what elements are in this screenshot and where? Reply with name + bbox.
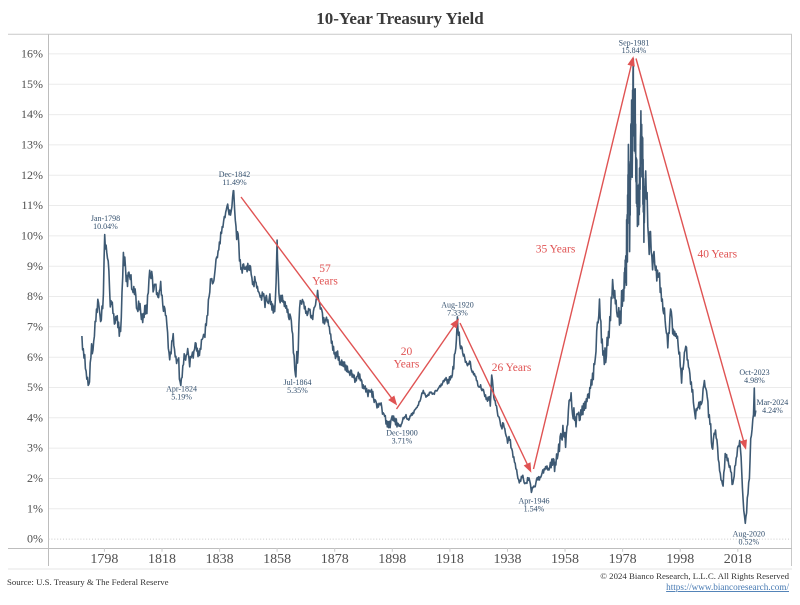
svg-text:10%: 10% bbox=[21, 229, 43, 243]
svg-text:Apr-1946: Apr-1946 bbox=[519, 497, 550, 506]
svg-text:35 Years: 35 Years bbox=[536, 244, 576, 256]
svg-text:1898: 1898 bbox=[378, 552, 406, 567]
svg-text:1.54%: 1.54% bbox=[524, 504, 545, 513]
svg-text:https://www.biancoresearch.com: https://www.biancoresearch.com/ bbox=[666, 582, 789, 592]
svg-text:3%: 3% bbox=[27, 441, 43, 455]
svg-text:© 2024 Bianco Research, L.L.C.: © 2024 Bianco Research, L.L.C. All Right… bbox=[600, 571, 789, 581]
svg-text:40 Years: 40 Years bbox=[697, 249, 737, 261]
svg-text:Aug-2020: Aug-2020 bbox=[733, 530, 765, 539]
svg-text:7.33%: 7.33% bbox=[447, 308, 468, 317]
svg-text:Dec-1842: Dec-1842 bbox=[219, 170, 251, 179]
svg-text:11.49%: 11.49% bbox=[222, 178, 247, 187]
svg-text:1798: 1798 bbox=[90, 552, 118, 567]
svg-text:15.84%: 15.84% bbox=[622, 46, 647, 55]
svg-text:5.19%: 5.19% bbox=[171, 392, 192, 401]
svg-text:12%: 12% bbox=[21, 168, 43, 182]
svg-text:Mar-2024: Mar-2024 bbox=[756, 398, 788, 407]
svg-text:26 Years: 26 Years bbox=[492, 362, 532, 374]
svg-text:2018: 2018 bbox=[724, 552, 752, 567]
svg-text:15%: 15% bbox=[21, 77, 43, 91]
svg-text:1818: 1818 bbox=[148, 552, 176, 567]
svg-text:1918: 1918 bbox=[436, 552, 464, 567]
svg-text:57: 57 bbox=[319, 263, 331, 275]
svg-text:1838: 1838 bbox=[206, 552, 234, 567]
svg-text:1%: 1% bbox=[27, 501, 43, 515]
svg-text:0%: 0% bbox=[27, 532, 43, 546]
svg-text:10.04%: 10.04% bbox=[93, 222, 118, 231]
svg-text:4.98%: 4.98% bbox=[744, 376, 765, 385]
svg-text:Years: Years bbox=[312, 276, 338, 288]
svg-text:5%: 5% bbox=[27, 380, 43, 394]
svg-text:4%: 4% bbox=[27, 410, 43, 424]
svg-text:1858: 1858 bbox=[263, 552, 291, 567]
svg-text:6%: 6% bbox=[27, 350, 43, 364]
svg-text:Dec-1900: Dec-1900 bbox=[386, 429, 418, 438]
svg-text:20: 20 bbox=[401, 346, 413, 358]
svg-text:Source: U.S. Treasury & The Fe: Source: U.S. Treasury & The Federal Rese… bbox=[7, 577, 169, 587]
svg-text:1978: 1978 bbox=[609, 552, 637, 567]
svg-text:8%: 8% bbox=[27, 289, 43, 303]
svg-text:Jan-1798: Jan-1798 bbox=[91, 214, 120, 223]
svg-text:11%: 11% bbox=[21, 198, 43, 212]
svg-text:Jul-1864: Jul-1864 bbox=[284, 378, 312, 387]
svg-text:2%: 2% bbox=[27, 471, 43, 485]
svg-text:9%: 9% bbox=[27, 259, 43, 273]
svg-text:13%: 13% bbox=[21, 138, 43, 152]
svg-text:Apr-1824: Apr-1824 bbox=[166, 385, 197, 394]
svg-text:Oct-2023: Oct-2023 bbox=[739, 368, 769, 377]
svg-text:10-Year Treasury Yield: 10-Year Treasury Yield bbox=[316, 9, 484, 28]
svg-text:7%: 7% bbox=[27, 319, 43, 333]
svg-text:Aug-1920: Aug-1920 bbox=[441, 301, 473, 310]
svg-text:3.71%: 3.71% bbox=[392, 436, 413, 445]
svg-text:1878: 1878 bbox=[321, 552, 349, 567]
svg-text:1938: 1938 bbox=[494, 552, 522, 567]
svg-text:1998: 1998 bbox=[666, 552, 694, 567]
svg-text:5.35%: 5.35% bbox=[287, 386, 308, 395]
svg-text:4.24%: 4.24% bbox=[762, 406, 783, 415]
svg-text:0.52%: 0.52% bbox=[738, 537, 759, 546]
svg-text:Sep-1981: Sep-1981 bbox=[619, 38, 650, 47]
svg-text:Years: Years bbox=[394, 359, 420, 371]
svg-text:16%: 16% bbox=[21, 47, 43, 61]
svg-text:14%: 14% bbox=[21, 107, 43, 121]
svg-text:1958: 1958 bbox=[551, 552, 579, 567]
